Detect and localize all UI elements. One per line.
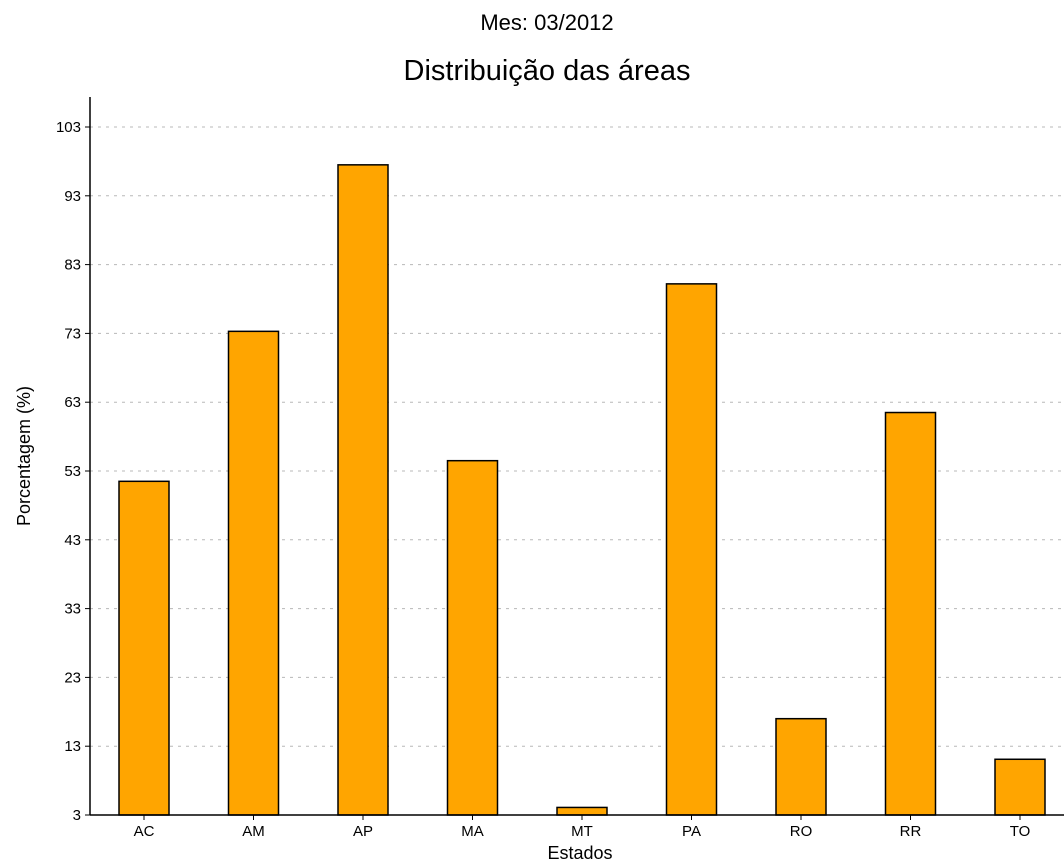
bar-ma: [446, 459, 499, 816]
y-tick-label: 83: [64, 257, 81, 274]
y-tick-label: 73: [64, 325, 81, 342]
x-tick-label: MT: [571, 823, 593, 840]
y-tick-label: 33: [64, 601, 81, 618]
y-tick-label: 13: [64, 738, 81, 755]
bar-ac: [118, 480, 170, 816]
axes: [89, 97, 1064, 816]
chart-title: Distribuição das áreas: [404, 55, 691, 87]
x-ticks: AC AM AP MA MT PA RO RR TO: [134, 815, 1031, 840]
x-tick-label: AP: [353, 823, 373, 840]
chart-subtitle: Mes: 03/2012: [480, 10, 613, 35]
bar-pa: [665, 283, 718, 816]
bar-to: [994, 758, 1046, 816]
x-axis-label: Estados: [547, 843, 612, 863]
bar-mt: [556, 806, 608, 816]
x-tick-label: TO: [1010, 823, 1031, 840]
x-tick-label: MA: [461, 823, 484, 840]
y-tick-label: 93: [64, 188, 81, 205]
x-tick-label: AC: [134, 823, 155, 840]
x-tick-label: RR: [900, 823, 922, 840]
y-axis-label: Porcentagem (%): [14, 386, 34, 526]
y-tick-label: 53: [64, 463, 81, 480]
y-tick-label: 43: [64, 532, 81, 549]
bar-ap: [337, 164, 389, 816]
bar-ro: [775, 717, 827, 816]
bar-am: [227, 330, 280, 816]
y-tick-label: 3: [73, 807, 81, 824]
bars: [118, 164, 1046, 816]
x-tick-label: AM: [242, 823, 265, 840]
y-tick-label: 23: [64, 669, 81, 686]
bar-rr: [884, 411, 937, 816]
y-ticks: 3 13 23 33 43 53 63 73 83 93 103: [56, 119, 90, 824]
y-tick-label: 63: [64, 394, 81, 411]
y-tick-label: 103: [56, 119, 81, 136]
x-tick-label: PA: [682, 823, 701, 840]
x-tick-label: RO: [790, 823, 813, 840]
